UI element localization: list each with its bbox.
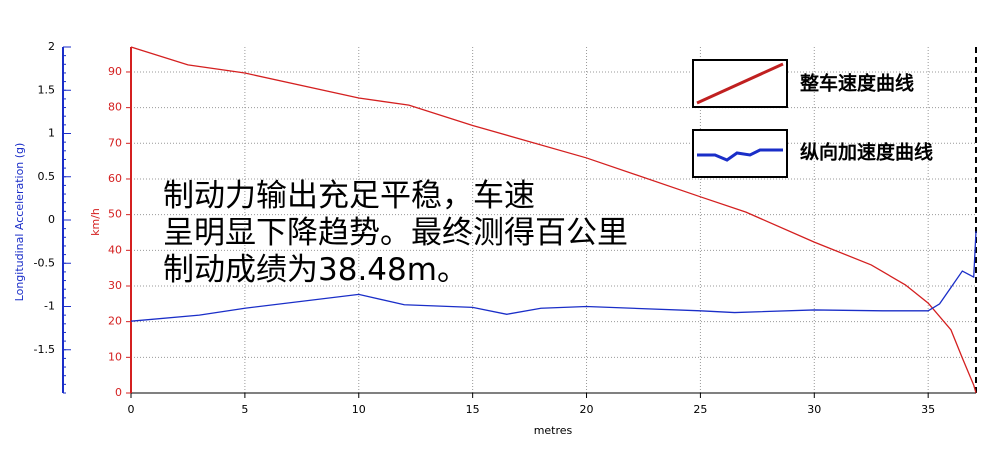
x-tick-label: 15 xyxy=(466,403,480,416)
x-tick-label: 5 xyxy=(241,403,248,416)
y2-axis-label: Longitudinal Acceleration (g) xyxy=(13,143,26,302)
y-tick-label: 10 xyxy=(108,350,122,363)
y2-tick-label: 0 xyxy=(48,213,55,226)
legend-label: 纵向加速度曲线 xyxy=(800,141,933,164)
series-line xyxy=(130,46,977,394)
legend-icon xyxy=(696,62,784,105)
series-line xyxy=(130,231,977,322)
x-tick-label: 10 xyxy=(352,403,366,416)
y2-tick-label: -1.5 xyxy=(34,343,55,356)
y2-tick-label: 2 xyxy=(48,40,55,53)
y-tick-label: 20 xyxy=(108,315,122,328)
y-tick-label: 80 xyxy=(108,101,122,114)
y-tick-label: 50 xyxy=(108,208,122,221)
y2-tick-label: -1 xyxy=(44,300,55,313)
x-tick-label: 0 xyxy=(128,403,135,416)
annotation: 呈明显下降趋势。最终测得百公里 xyxy=(163,215,628,251)
y2-tick-label: 1.5 xyxy=(38,83,56,96)
legend-label: 整车速度曲线 xyxy=(800,72,914,95)
y-tick-label: 40 xyxy=(108,243,122,256)
x-tick-label: 25 xyxy=(693,403,707,416)
y2-tick-label: -0.5 xyxy=(34,256,55,269)
x-tick-label: 35 xyxy=(921,403,935,416)
y-tick-label: 90 xyxy=(108,65,122,78)
y-tick-label: 70 xyxy=(108,136,122,149)
x-tick-label: 30 xyxy=(807,403,821,416)
y-tick-label: 0 xyxy=(115,386,122,399)
y-tick-label: 30 xyxy=(108,279,122,292)
x-tick-label: 20 xyxy=(580,403,594,416)
x-axis-label: metres xyxy=(534,424,573,437)
y2-tick-label: 0.5 xyxy=(38,170,56,183)
annotation: 制动成绩为38.48m。 xyxy=(163,252,468,288)
legend: 整车速度曲线 纵向加速度曲线 xyxy=(692,59,933,178)
y-axis-label: km/h xyxy=(89,208,102,236)
legend-icon xyxy=(697,148,783,162)
y2-tick-label: 1 xyxy=(48,127,55,140)
y-tick-label: 60 xyxy=(108,172,122,185)
annotation: 制动力输出充足平稳，车速 xyxy=(163,178,535,214)
